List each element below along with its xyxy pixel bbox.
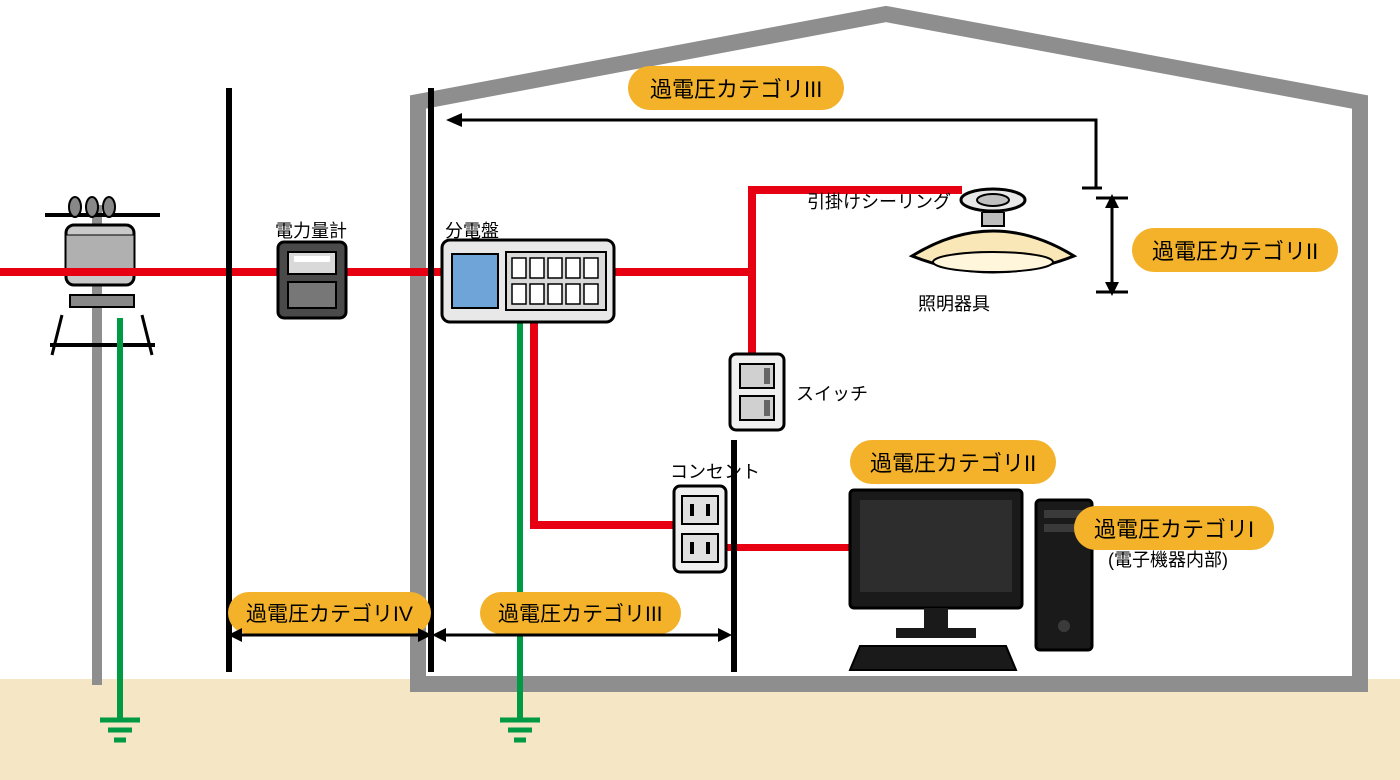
- ground-wire-panel: [517, 318, 523, 722]
- pill-cat3-top: 過電圧カテゴリIII: [628, 66, 844, 110]
- ground-symbol-2: [496, 714, 544, 748]
- arrow-cat2-right: [1094, 192, 1130, 298]
- wire-to-outlet-h: [530, 521, 692, 529]
- ground-symbol-1: [96, 714, 144, 748]
- wall-switch-icon: [728, 352, 786, 432]
- arrow-cat4: [228, 624, 432, 646]
- wall-outlet-icon: [672, 484, 728, 574]
- wire-outlet-to-pc: [724, 544, 854, 551]
- arrow-cat3-top: [446, 108, 1102, 198]
- divider-bar-2: [428, 88, 434, 672]
- arrow-cat3-bottom: [432, 624, 732, 646]
- label-lamp: 照明器具: [918, 290, 990, 316]
- computer-icon: [840, 486, 1100, 676]
- pill-cat1: 過電圧カテゴリI: [1074, 506, 1274, 550]
- wire-panel-down: [530, 315, 538, 529]
- diagram-stage: 電力量計 分電盤 引掛けシーリング 照明器具 スイッチ コンセント: [0, 0, 1400, 780]
- label-switch: スイッチ: [796, 380, 868, 406]
- pill-cat1-sub: (電子機器内部): [1108, 546, 1228, 572]
- ground-wire-pole: [117, 318, 123, 722]
- wire-up-to-light-v: [748, 186, 756, 276]
- pill-cat2-pc: 過電圧カテゴリII: [850, 440, 1056, 484]
- divider-bar-1: [226, 88, 232, 672]
- wire-main-in: [0, 268, 756, 276]
- distribution-panel-icon: [440, 238, 616, 324]
- watt-meter-icon: [276, 240, 348, 320]
- light-fixture-icon: [902, 212, 1084, 282]
- label-outlet: コンセント: [670, 458, 760, 484]
- wire-switch-down: [748, 268, 756, 360]
- pill-cat2-right: 過電圧カテゴリII: [1132, 228, 1338, 272]
